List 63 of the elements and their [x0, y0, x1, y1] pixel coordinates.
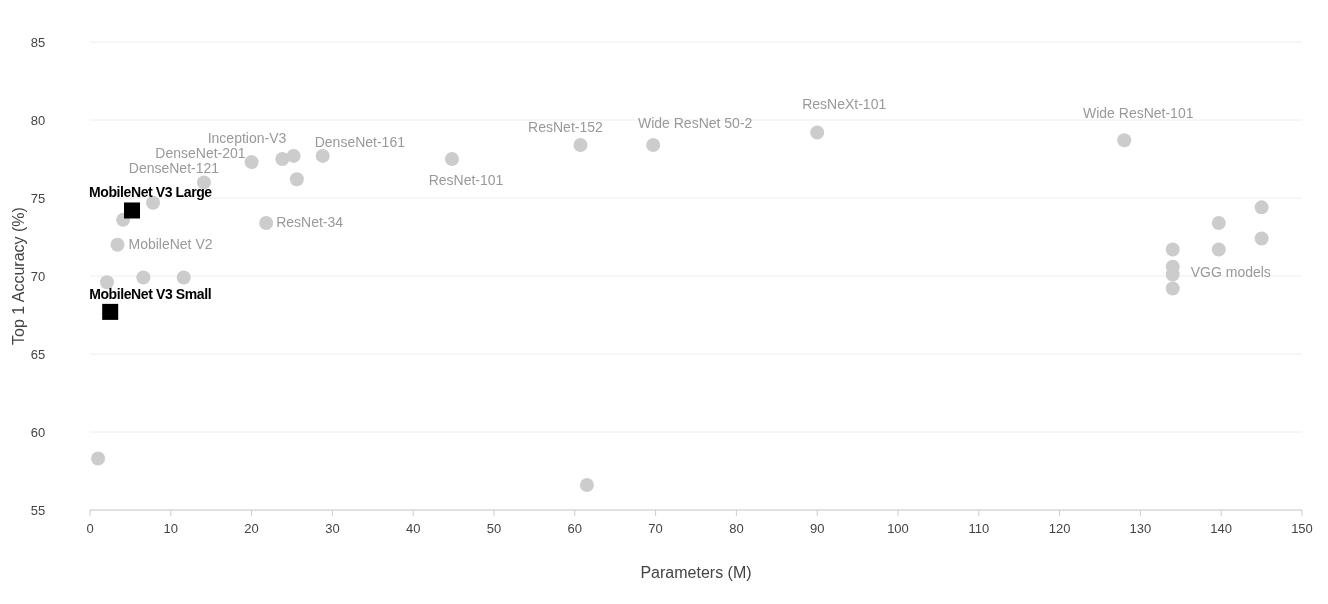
point — [289, 172, 304, 187]
y-tick-label: 75 — [30, 190, 46, 206]
point — [579, 478, 594, 493]
point — [259, 215, 274, 230]
point — [91, 451, 106, 466]
point — [124, 202, 141, 219]
point — [102, 303, 119, 320]
x-tick-label: 20 — [244, 521, 259, 536]
annotation: MobileNet V3 Small — [89, 285, 212, 302]
annotation: ResNet-101 — [428, 172, 504, 188]
x-tick-label: 110 — [968, 521, 990, 536]
point — [1211, 242, 1226, 257]
annotation: Wide ResNet 50-2 — [637, 114, 753, 131]
x-tick-label: 0 — [86, 521, 94, 536]
point — [110, 237, 125, 252]
annotation: DenseNet-201 — [155, 145, 246, 162]
point — [1117, 133, 1132, 148]
x-tick-label: 40 — [405, 521, 421, 536]
x-axis-title: Parameters (M) — [640, 564, 752, 581]
y-tick-label: 65 — [30, 346, 46, 362]
annotation: ResNet-152 — [528, 118, 604, 135]
annotation: MobileNet V3 Large — [89, 184, 213, 201]
x-tick-label: 120 — [1048, 521, 1071, 536]
x-tick-label: 70 — [648, 521, 663, 536]
x-tick-label: 130 — [1129, 521, 1152, 536]
y-tick-label: 85 — [30, 34, 46, 50]
annotation: VGG models — [1190, 264, 1271, 281]
point — [1254, 231, 1269, 246]
x-tick-label: 60 — [567, 521, 583, 536]
point — [176, 270, 191, 285]
y-tick-label: 70 — [30, 268, 46, 284]
annotation: Inception-V3 — [207, 130, 287, 146]
point — [1165, 242, 1180, 257]
y-axis-title: Top 1 Accuracy (%) — [10, 207, 27, 345]
x-tick-label: 30 — [325, 521, 340, 536]
point — [1254, 200, 1269, 215]
annotation: DenseNet-161 — [314, 133, 406, 150]
x-tick-label: 100 — [887, 521, 909, 536]
y-tick-label: 60 — [30, 424, 46, 440]
x-tick-label: 80 — [729, 521, 744, 536]
annotation: MobileNet V2 — [128, 235, 213, 252]
x-tick-label: 50 — [486, 521, 502, 536]
point — [1211, 215, 1226, 230]
point — [286, 148, 301, 163]
point — [810, 125, 825, 140]
point — [275, 152, 290, 166]
annotation: ResNet-34 — [276, 213, 344, 230]
annotation: DenseNet-121 — [128, 160, 220, 177]
x-tick-label: 90 — [809, 521, 825, 536]
y-tick-label: 55 — [30, 502, 46, 518]
point — [646, 137, 661, 152]
point — [136, 270, 151, 285]
point — [244, 155, 259, 170]
y-tick-label: 80 — [30, 112, 46, 128]
annotation: ResNeXt-101 — [802, 96, 887, 113]
point — [444, 152, 459, 166]
annotation: Wide ResNet-101 — [1082, 105, 1194, 122]
point — [1165, 281, 1180, 296]
x-tick-label: 140 — [1210, 521, 1233, 536]
point — [573, 137, 588, 152]
point — [315, 148, 330, 163]
x-tick-label: 10 — [163, 521, 179, 536]
x-tick-label: 150 — [1291, 521, 1313, 536]
